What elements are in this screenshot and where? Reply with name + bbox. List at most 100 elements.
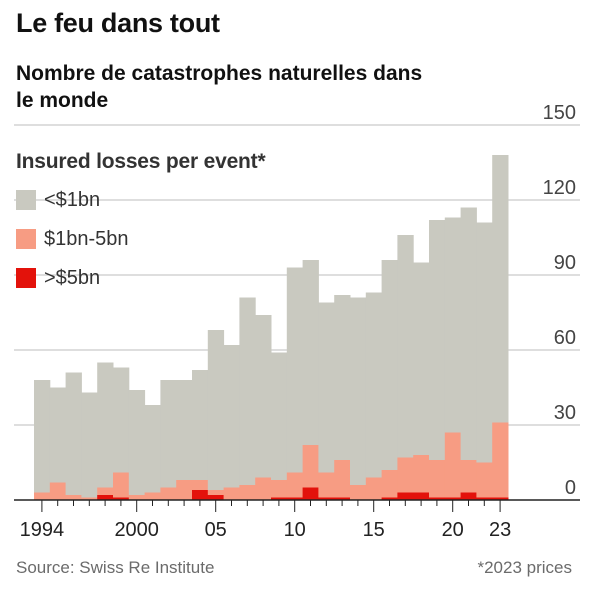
bars xyxy=(34,155,509,500)
bar-segment-1bn-5bn xyxy=(365,477,383,500)
price-footnote: *2023 prices xyxy=(477,558,572,577)
bar-segment-over-5bn xyxy=(286,497,304,500)
x-tick-label: 05 xyxy=(205,519,227,541)
bar-segment-1bn-5bn xyxy=(334,460,351,498)
bar-segment-1bn-5bn xyxy=(144,492,161,500)
bar-segment-1bn-5bn xyxy=(97,487,114,495)
bar-segment-under-1bn xyxy=(476,222,493,463)
legend-label-over-5bn: >$5bn xyxy=(44,266,101,289)
bar-segment-under-1bn xyxy=(144,405,161,493)
x-tick-label: 10 xyxy=(284,519,306,541)
y-tick-label: 30 xyxy=(554,402,576,424)
bar-segment-over-5bn xyxy=(97,495,114,500)
legend-item-under-1bn: <$1bn xyxy=(16,187,265,213)
bar-segment-1bn-5bn xyxy=(413,455,430,493)
bar-segment-over-5bn xyxy=(381,497,398,500)
y-tick-label: 90 xyxy=(554,252,576,274)
bar-segment-over-5bn xyxy=(413,492,430,500)
bar-segment-1bn-5bn xyxy=(207,490,225,495)
legend-swatch-over-5bn xyxy=(16,268,36,288)
bar-segment-under-1bn xyxy=(271,352,288,480)
legend-swatch-1bn-5bn xyxy=(16,229,36,249)
bar-segment-1bn-5bn xyxy=(271,480,288,498)
x-tick-label: 20 xyxy=(442,519,464,541)
y-tick-label: 150 xyxy=(543,102,576,124)
bar-segment-under-1bn xyxy=(223,345,240,488)
x-tick-label: 1994 xyxy=(20,519,65,541)
bar-segment-1bn-5bn xyxy=(476,462,493,498)
bar-segment-under-1bn xyxy=(429,220,446,460)
legend: Insured losses per event* <$1bn $1bn-5bn… xyxy=(16,150,266,291)
bar-segment-1bn-5bn xyxy=(255,477,272,500)
bar-segment-over-5bn xyxy=(113,497,130,500)
bar-segment-under-1bn xyxy=(444,217,462,433)
bar-segment-1bn-5bn xyxy=(302,445,319,488)
x-tick-label: 2000 xyxy=(114,519,159,541)
bar-segment-1bn-5bn xyxy=(381,470,398,498)
bar-segment-under-1bn xyxy=(160,380,177,488)
bar-segment-under-1bn xyxy=(318,302,335,473)
bar-segment-1bn-5bn xyxy=(81,497,98,500)
bar-segment-over-5bn xyxy=(460,492,477,500)
bar-segment-over-5bn xyxy=(476,497,493,500)
bar-segment-over-5bn xyxy=(397,492,414,500)
bar-segment-over-5bn xyxy=(192,490,209,500)
bar-segment-under-1bn xyxy=(113,367,130,473)
bar-segment-1bn-5bn xyxy=(239,485,256,500)
bar-segment-under-1bn xyxy=(413,262,430,455)
bar-segment-1bn-5bn xyxy=(160,487,177,500)
bar-segment-1bn-5bn xyxy=(397,457,414,493)
bar-segment-1bn-5bn xyxy=(192,480,209,490)
bar-segment-1bn-5bn xyxy=(286,472,304,498)
bar-segment-under-1bn xyxy=(286,267,304,473)
y-tick-label: 0 xyxy=(565,477,576,499)
bar-segment-1bn-5bn xyxy=(176,480,193,500)
bar-segment-under-1bn xyxy=(207,330,225,490)
y-tick-label: 120 xyxy=(543,177,576,199)
bar-segment-under-1bn xyxy=(176,380,193,480)
y-tick-label: 60 xyxy=(554,327,576,349)
legend-label-1bn-5bn: $1bn-5bn xyxy=(44,227,129,250)
page-subtitle: Nombre de catastrophes naturelles dans l… xyxy=(16,62,423,112)
bar-segment-under-1bn xyxy=(239,297,256,485)
bar-segment-1bn-5bn xyxy=(429,460,446,498)
bar-segment-under-1bn xyxy=(302,260,319,445)
bar-segment-under-1bn xyxy=(381,260,398,470)
bar-segment-1bn-5bn xyxy=(34,492,51,500)
bar-segment-under-1bn xyxy=(192,370,209,480)
bar-segment-1bn-5bn xyxy=(444,432,462,498)
bar-segment-under-1bn xyxy=(365,292,383,478)
bar-segment-1bn-5bn xyxy=(492,422,509,498)
bar-segment-under-1bn xyxy=(397,235,414,458)
x-tick-label: 15 xyxy=(363,519,385,541)
bar-segment-1bn-5bn xyxy=(113,472,130,498)
bar-segment-under-1bn xyxy=(334,295,351,460)
bar-segment-over-5bn xyxy=(318,497,335,500)
bar-segment-1bn-5bn xyxy=(350,485,367,500)
bar-segment-over-5bn xyxy=(207,495,225,500)
bar-segment-over-5bn xyxy=(271,497,288,500)
bar-segment-under-1bn xyxy=(128,390,146,495)
bar-segment-under-1bn xyxy=(460,207,477,460)
bar-segment-under-1bn xyxy=(492,155,509,423)
axes: 0 30 60 90 120 150 1994 2000 05 10 15 20 23 xyxy=(14,102,580,541)
bar-segment-under-1bn xyxy=(49,387,67,483)
bar-segment-under-1bn xyxy=(34,380,51,493)
bar-segment-under-1bn xyxy=(81,392,98,498)
bar-segment-under-1bn xyxy=(350,297,367,485)
bar-segment-over-5bn xyxy=(429,497,446,500)
legend-swatch-under-1bn xyxy=(16,190,36,210)
bar-segment-over-5bn xyxy=(444,497,462,500)
legend-label-under-1bn: <$1bn xyxy=(44,188,101,211)
bar-segment-1bn-5bn xyxy=(128,495,146,500)
bar-segment-1bn-5bn xyxy=(460,460,477,493)
bar-segment-under-1bn xyxy=(97,362,114,488)
bar-segment-1bn-5bn xyxy=(49,482,67,500)
legend-item-over-5bn: >$5bn xyxy=(16,265,265,291)
bar-segment-over-5bn xyxy=(492,497,509,500)
bar-segment-1bn-5bn xyxy=(223,487,240,500)
bar-segment-1bn-5bn xyxy=(65,495,82,500)
bar-segment-under-1bn xyxy=(65,372,82,495)
legend-title: Insured losses per event* xyxy=(16,150,266,173)
